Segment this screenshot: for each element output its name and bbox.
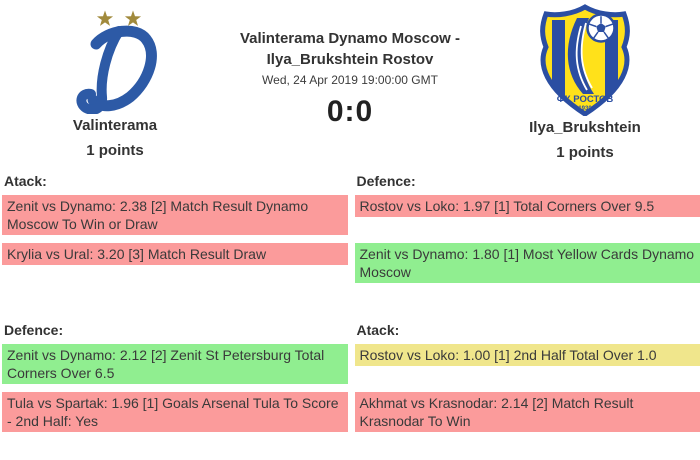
bet-item: Zenit vs Dynamo: 1.80 [1] Most Yellow Ca… (354, 243, 700, 283)
bet-item: Tula vs Spartak: 1.96 [1] Goals Arsenal … (2, 392, 348, 432)
bets-grid: Atack: Defence: Zenit vs Dynamo: 2.38 [2… (0, 162, 700, 440)
bet-item: Zenit vs Dynamo: 2.38 [2] Match Result D… (2, 195, 348, 235)
section-title-attack-left: Atack: (4, 173, 47, 189)
away-team-name: Ilya_Brukshtein (529, 119, 641, 136)
match-title: Valinterama Dynamo Moscow - Ilya_Bruksht… (239, 30, 461, 68)
bet-item: Zenit vs Dynamo: 2.12 [2] Zenit St Peter… (2, 344, 348, 384)
star-icon (124, 10, 142, 26)
bet-item: Rostov vs Loko: 1.97 [1] Total Corners O… (354, 195, 700, 217)
section-title-defence-right: Defence: (356, 173, 416, 189)
home-team-panel: Valinterama 1 points (0, 0, 230, 162)
crest-text: ФК РОСТОВ (556, 94, 613, 105)
scoreboard: Valinterama 1 points Valinterama Dynamo … (0, 0, 700, 162)
crest-year: 1930 (578, 106, 592, 112)
away-team-points: 1 points (556, 144, 614, 161)
match-score: 0:0 (326, 95, 374, 128)
match-info: Valinterama Dynamo Moscow - Ilya_Bruksht… (230, 0, 470, 162)
match-datetime: Wed, 24 Apr 2019 19:00:00 GMT (262, 73, 438, 87)
section-title-defence-left: Defence: (4, 322, 64, 338)
bet-item: Krylia vs Ural: 3.20 [3] Match Result Dr… (2, 243, 348, 265)
section-title-attack-right: Atack: (356, 322, 400, 338)
home-team-name: Valinterama (72, 117, 158, 134)
star-icon (96, 10, 114, 26)
bet-item: Rostov vs Loko: 1.00 [1] 2nd Half Total … (354, 344, 700, 366)
fk-rostov-crest-icon: ФК РОСТОВ 1930 (539, 4, 630, 116)
away-team-panel: ФК РОСТОВ 1930 Ilya_Brukshtein 1 points (470, 0, 700, 162)
dynamo-moscow-crest-icon (76, 10, 157, 114)
bet-item: Akhmat vs Krasnodar: 2.14 [2] Match Resu… (354, 392, 700, 432)
home-team-points: 1 points (86, 142, 144, 159)
